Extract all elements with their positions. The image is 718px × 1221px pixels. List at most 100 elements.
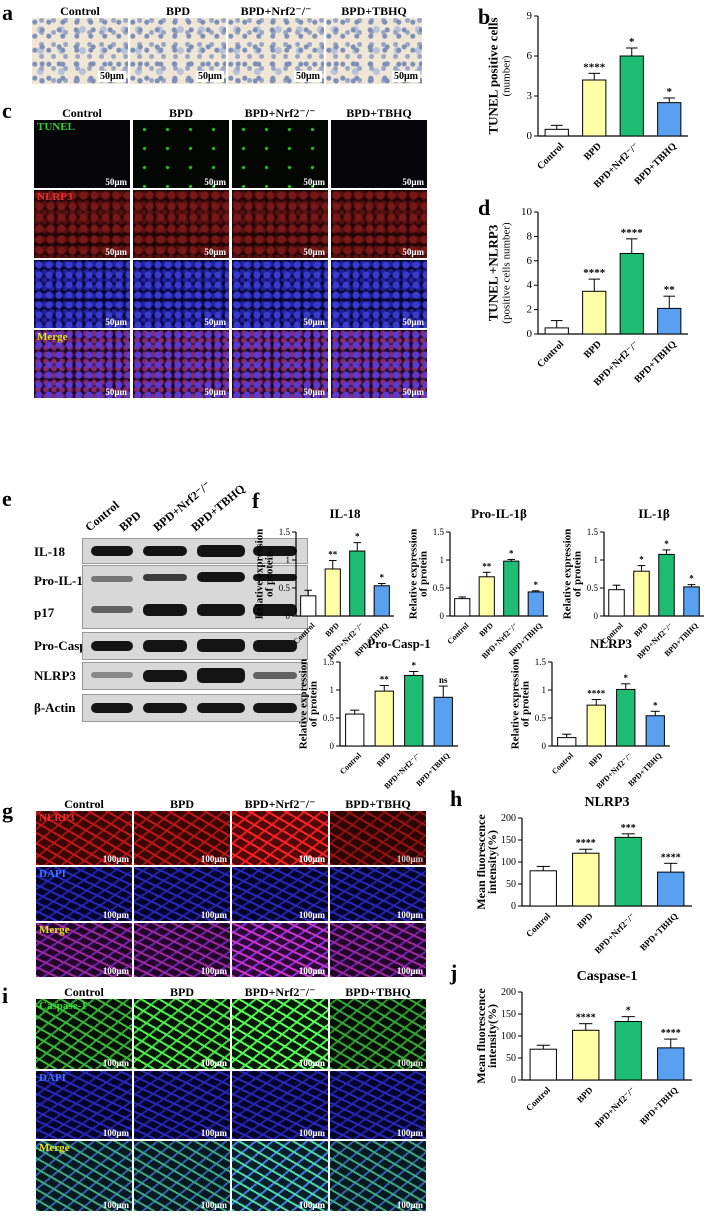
significance-mark: * — [509, 548, 514, 558]
x-tick-label: Control — [338, 750, 364, 776]
blot-label-pro-il1b: Pro-IL-1β — [34, 573, 90, 588]
y-tick-label: 1 — [330, 685, 335, 695]
y-tick-label: 0.5 — [587, 583, 599, 593]
bar-tbhq — [683, 586, 700, 617]
scale-bar-label: 100μm — [200, 966, 227, 976]
scale-bar-label: 50μm — [303, 177, 325, 187]
scale-bar-label: 50μm — [105, 317, 127, 327]
ihc-image-control: 50μm — [32, 18, 128, 84]
significance-mark: * — [534, 580, 539, 590]
bar-bpd — [582, 290, 607, 335]
bar-control — [544, 128, 569, 137]
blot-strip-actin — [82, 694, 308, 722]
blot-strip-nlrp3 — [82, 662, 308, 690]
i-caspase-image-bpd: 100μm — [134, 999, 230, 1069]
bar-control — [557, 737, 577, 747]
significance-mark: **** — [576, 838, 596, 849]
significance-mark: * — [629, 36, 635, 48]
bar-bpd — [586, 704, 606, 747]
x-tick-label: BPD — [587, 751, 605, 769]
scale-bar-label: 100μm — [298, 854, 325, 864]
channel-label: NLRP3 — [39, 812, 75, 824]
y-tick-label: 6 — [527, 255, 533, 267]
y-tick-label: 100 — [501, 1031, 516, 1042]
significance-mark: * — [667, 86, 673, 98]
panel-letter-i: i — [2, 983, 9, 1008]
scale-bar-label: 50μm — [402, 177, 424, 187]
y-tick-label: 1.5 — [433, 527, 445, 537]
y-axis-label: Relative expression — [298, 659, 310, 750]
significance-mark: * — [689, 574, 694, 584]
merge-image-nrf2: 50μm — [232, 330, 328, 398]
y-tick-label: 2 — [527, 304, 533, 316]
y-axis-label: TUNEL +NLRP3 — [485, 224, 500, 321]
col-label-control: Control — [60, 4, 100, 18]
i-caspase-image-nrf2: 100μm — [232, 999, 328, 1069]
y-tick-label: 0.5 — [535, 713, 547, 723]
g-dapi-image-nrf2: 100μm — [232, 867, 328, 921]
scale-bar-label: 50μm — [303, 387, 325, 397]
col-label-tbhq: BPD+TBHQ — [341, 4, 407, 18]
bar-control — [529, 1048, 557, 1081]
scale-bar-label: 100μm — [200, 910, 227, 920]
x-tick-label: BPD+TBHQ — [638, 1085, 680, 1127]
col-label-nrf2: BPD+Nrf2⁻/⁻ — [244, 985, 316, 999]
i-dapi-image-tbhq: 100μm — [330, 1071, 426, 1139]
dapi-image-nrf2: 50μm — [232, 260, 328, 328]
merge-image-control: Merge 50μm — [34, 330, 130, 398]
bar-bpd — [582, 79, 607, 137]
g-nlrp3-image-nrf2: 100μm — [232, 811, 328, 865]
significance-mark: * — [626, 1006, 631, 1017]
y-tick-label: 0 — [527, 328, 533, 340]
channel-label: DAPI — [39, 1072, 66, 1084]
bar-nrf2 — [503, 560, 520, 617]
g-nlrp3-image-bpd: 100μm — [134, 811, 230, 865]
significance-mark: * — [653, 700, 658, 710]
y-axis-label-2: of protein — [308, 681, 320, 727]
scale-bar-label: 100μm — [102, 1200, 129, 1210]
col-label-bpd: BPD — [170, 985, 194, 999]
y-tick-label: 100 — [501, 857, 516, 868]
scale-bar-label: 100μm — [200, 1058, 227, 1068]
significance-mark: * — [355, 532, 360, 542]
g-dapi-image-tbhq: 100μm — [330, 867, 426, 921]
i-dapi-image-nrf2: 100μm — [232, 1071, 328, 1139]
nlrp3-image-tbhq: 50μm — [331, 190, 427, 258]
significance-mark: **** — [587, 689, 606, 699]
bar-tbhq — [645, 715, 665, 747]
y-tick-label: 1.5 — [587, 527, 599, 537]
merge-image-tbhq: 50μm — [331, 330, 427, 398]
significance-mark: ** — [328, 550, 338, 560]
x-tick-label: BPD — [575, 911, 595, 931]
chart-title: Caspase-1 — [577, 969, 638, 984]
x-tick-label: BPD+TBHQ — [638, 911, 680, 953]
g-nlrp3-image-tbhq: 100μm — [330, 811, 426, 865]
scale-bar-label: 100μm — [298, 910, 325, 920]
col-label-tbhq: BPD+TBHQ — [345, 797, 411, 811]
bar-bpd — [374, 690, 394, 747]
i-merge-image-tbhq: 100μm — [330, 1141, 426, 1211]
i-dapi-image-control: DAPI 100μm — [36, 1071, 132, 1139]
y-axis-label-2: of protein — [264, 551, 276, 597]
blot-label-p17: p17 — [34, 605, 55, 620]
i-caspase-image-control: Caspase-1 100μm — [36, 999, 132, 1069]
x-tick-label: Control — [550, 750, 576, 776]
y-tick-label: 0.5 — [323, 713, 335, 723]
chart-title: Pro-Casp-1 — [367, 636, 430, 651]
y-tick-label: 0 — [542, 741, 547, 751]
channel-label: Caspase-1 — [39, 1000, 87, 1012]
significance-mark: * — [639, 555, 644, 565]
scale-bar-label: 100μm — [298, 1200, 325, 1210]
bar-control — [544, 327, 569, 335]
y-tick-label: 50 — [506, 1053, 516, 1064]
y-tick-label: 0 — [511, 901, 516, 912]
y-axis-label-2: intensity(%) — [485, 1004, 499, 1068]
panel-letter-h: h — [450, 786, 463, 811]
x-tick-label: BPD+Nrf2⁻/⁻ — [593, 911, 638, 956]
scale-bar-label: 100μm — [396, 854, 423, 864]
ihc-image-tbhq: 50μm — [326, 18, 422, 84]
scale-bar-label: 50μm — [303, 317, 325, 327]
